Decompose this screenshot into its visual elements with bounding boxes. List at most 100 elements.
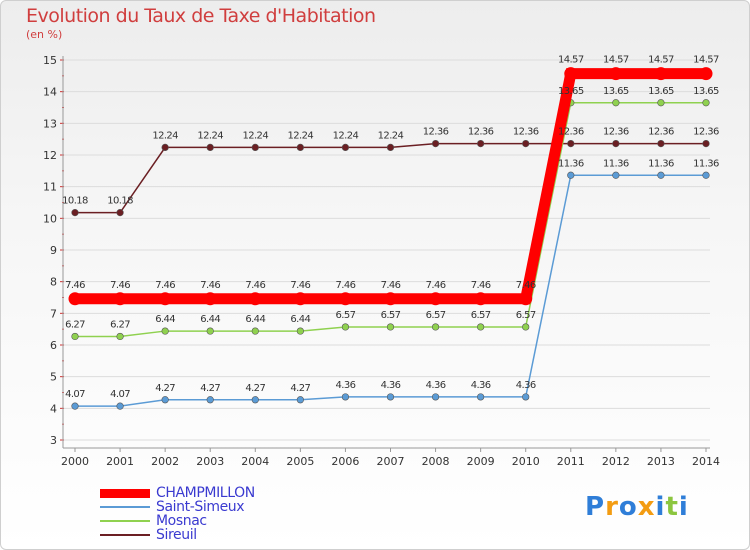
data-label-saint-simeux-2004: 4.27: [245, 383, 265, 394]
data-label-sireuil-2012: 12.36: [603, 127, 629, 138]
data-label-sireuil-2002: 12.24: [152, 130, 178, 141]
data-label-champmillon-2012: 14.57: [603, 55, 629, 66]
data-point-champmillon-2007: [384, 292, 397, 306]
data-label-champmillon-2003: 7.46: [200, 280, 220, 291]
y-tick-label-13: 13: [43, 117, 57, 130]
data-label-mosnac-2012: 13.65: [603, 86, 629, 97]
data-label-saint-simeux-2003: 4.27: [200, 383, 220, 394]
logo-letter: i: [655, 492, 666, 522]
data-point-sireuil-2011: [567, 140, 575, 148]
data-point-champmillon-2005: [293, 292, 307, 306]
data-label-mosnac-2010: 6.57: [516, 310, 536, 321]
data-point-saint-simeux-2013: [657, 171, 665, 179]
data-label-sireuil-2007: 12.24: [378, 130, 404, 141]
y-tick-label-11: 11: [43, 181, 57, 194]
data-label-champmillon-2000: 7.46: [65, 280, 85, 291]
data-label-mosnac-2006: 6.57: [335, 310, 355, 321]
data-point-sireuil-2008: [431, 140, 440, 148]
data-point-saint-simeux-2002: [161, 396, 169, 404]
series-line-sireuil: [75, 142, 706, 214]
data-point-saint-simeux-2010: [522, 393, 530, 401]
x-tick-label-2006: 2006: [331, 455, 359, 468]
legend-swatch-sireuil: [100, 534, 150, 536]
data-point-saint-simeux-2014: [702, 171, 710, 179]
data-point-mosnac-2003: [206, 327, 214, 335]
data-point-champmillon-2001: [113, 292, 127, 306]
data-point-mosnac-2009: [477, 323, 485, 331]
x-tick-label-2003: 2003: [196, 455, 224, 468]
data-labels: 7.46 7.46 7.46 7.46 7.46 7.46 7.46 7.46 7.46 7.46…: [62, 55, 719, 401]
x-tick-label-2005: 2005: [286, 455, 314, 468]
data-label-sireuil-2009: 12.36: [468, 127, 494, 138]
data-label-sireuil-2005: 12.24: [288, 130, 314, 141]
data-label-saint-simeux-2013: 11.36: [648, 158, 674, 169]
x-tick-label-2011: 2011: [557, 455, 585, 468]
logo-letter: x: [637, 492, 656, 522]
data-label-sireuil-2013: 12.36: [648, 127, 674, 138]
data-point-mosnac-2010: [522, 323, 530, 331]
data-label-champmillon-2014: 14.57: [693, 55, 719, 66]
data-label-saint-simeux-2005: 4.27: [290, 383, 310, 394]
x-tick-label-2000: 2000: [61, 455, 89, 468]
data-point-sireuil-2010: [522, 140, 530, 148]
data-label-champmillon-2004: 7.46: [245, 280, 265, 291]
data-point-sireuil-2012: [612, 140, 620, 148]
x-tick-label-2010: 2010: [512, 455, 540, 468]
data-label-mosnac-2008: 6.57: [426, 310, 446, 321]
y-tick-label-8: 8: [50, 276, 57, 289]
data-label-saint-simeux-2010: 4.36: [516, 380, 536, 391]
data-label-mosnac-2011: 13.65: [558, 86, 584, 97]
data-label-mosnac-2000: 6.27: [65, 319, 85, 330]
y-grid: [63, 59, 710, 441]
y-tick-label-3: 3: [50, 434, 57, 447]
data-point-saint-simeux-2005: [296, 396, 304, 404]
x-tick-label-2008: 2008: [422, 455, 450, 468]
logo-letter: o: [618, 492, 638, 522]
logo-letter: i: [678, 492, 689, 522]
data-label-mosnac-2003: 6.44: [200, 314, 220, 325]
data-point-champmillon-2004: [248, 292, 262, 306]
y-tick-label-7: 7: [50, 307, 57, 320]
data-label-sireuil-2006: 12.24: [333, 130, 359, 141]
x-tick-label-2004: 2004: [241, 455, 269, 468]
data-point-saint-simeux-2003: [206, 396, 214, 404]
data-point-sireuil-2003: [206, 143, 214, 151]
legend-label-champmillon: CHAMPMILLON: [156, 485, 255, 501]
data-point-sireuil-2004: [251, 143, 259, 151]
data-point-mosnac-2006: [341, 323, 350, 331]
y-tick-label-4: 4: [50, 402, 57, 415]
data-point-saint-simeux-2012: [612, 171, 620, 179]
y-tick-label-14: 14: [43, 86, 57, 99]
data-point-sireuil-2013: [657, 140, 665, 148]
data-point-saint-simeux-2004: [251, 396, 259, 404]
data-label-saint-simeux-2014: 11.36: [693, 158, 719, 169]
data-label-mosnac-2014: 13.65: [693, 86, 719, 97]
data-label-champmillon-2006: 7.46: [335, 280, 355, 291]
axes: 3 4 5 6 7 8 9 10 11 12 13 14 15 2000 2001 2002 2003 2004 2…: [43, 54, 720, 468]
data-label-mosnac-2007: 6.57: [381, 310, 401, 321]
data-point-mosnac-2000: [71, 332, 79, 341]
data-label-saint-simeux-2001: 4.07: [110, 389, 130, 400]
data-point-mosnac-2012: [612, 99, 620, 107]
data-point-mosnac-2001: [116, 332, 124, 341]
logo-letter: P: [585, 492, 606, 522]
data-point-saint-simeux-2009: [477, 393, 485, 401]
data-label-mosnac-2013: 13.65: [648, 86, 674, 97]
data-point-champmillon-2009: [474, 292, 488, 306]
y-tick-label-12: 12: [43, 149, 57, 162]
data-point-champmillon-2014: [699, 67, 713, 81]
data-point-sireuil-2014: [702, 140, 710, 148]
data-point-champmillon-2002: [158, 292, 172, 306]
data-point-saint-simeux-2006: [341, 393, 350, 401]
data-label-sireuil-2008: 12.36: [423, 127, 449, 138]
data-point-mosnac-2014: [702, 99, 710, 107]
legend-label-mosnac: Mosnac: [156, 513, 207, 529]
x-tick-label-2014: 2014: [692, 455, 720, 468]
data-label-mosnac-2009: 6.57: [471, 310, 491, 321]
legend-swatch-saint-simeux: [100, 506, 150, 508]
data-label-champmillon-2009: 7.46: [471, 280, 491, 291]
y-tick-label-15: 15: [43, 54, 57, 67]
data-point-champmillon-2013: [654, 67, 668, 81]
data-label-mosnac-2005: 6.44: [290, 314, 310, 325]
data-point-mosnac-2005: [296, 327, 304, 335]
